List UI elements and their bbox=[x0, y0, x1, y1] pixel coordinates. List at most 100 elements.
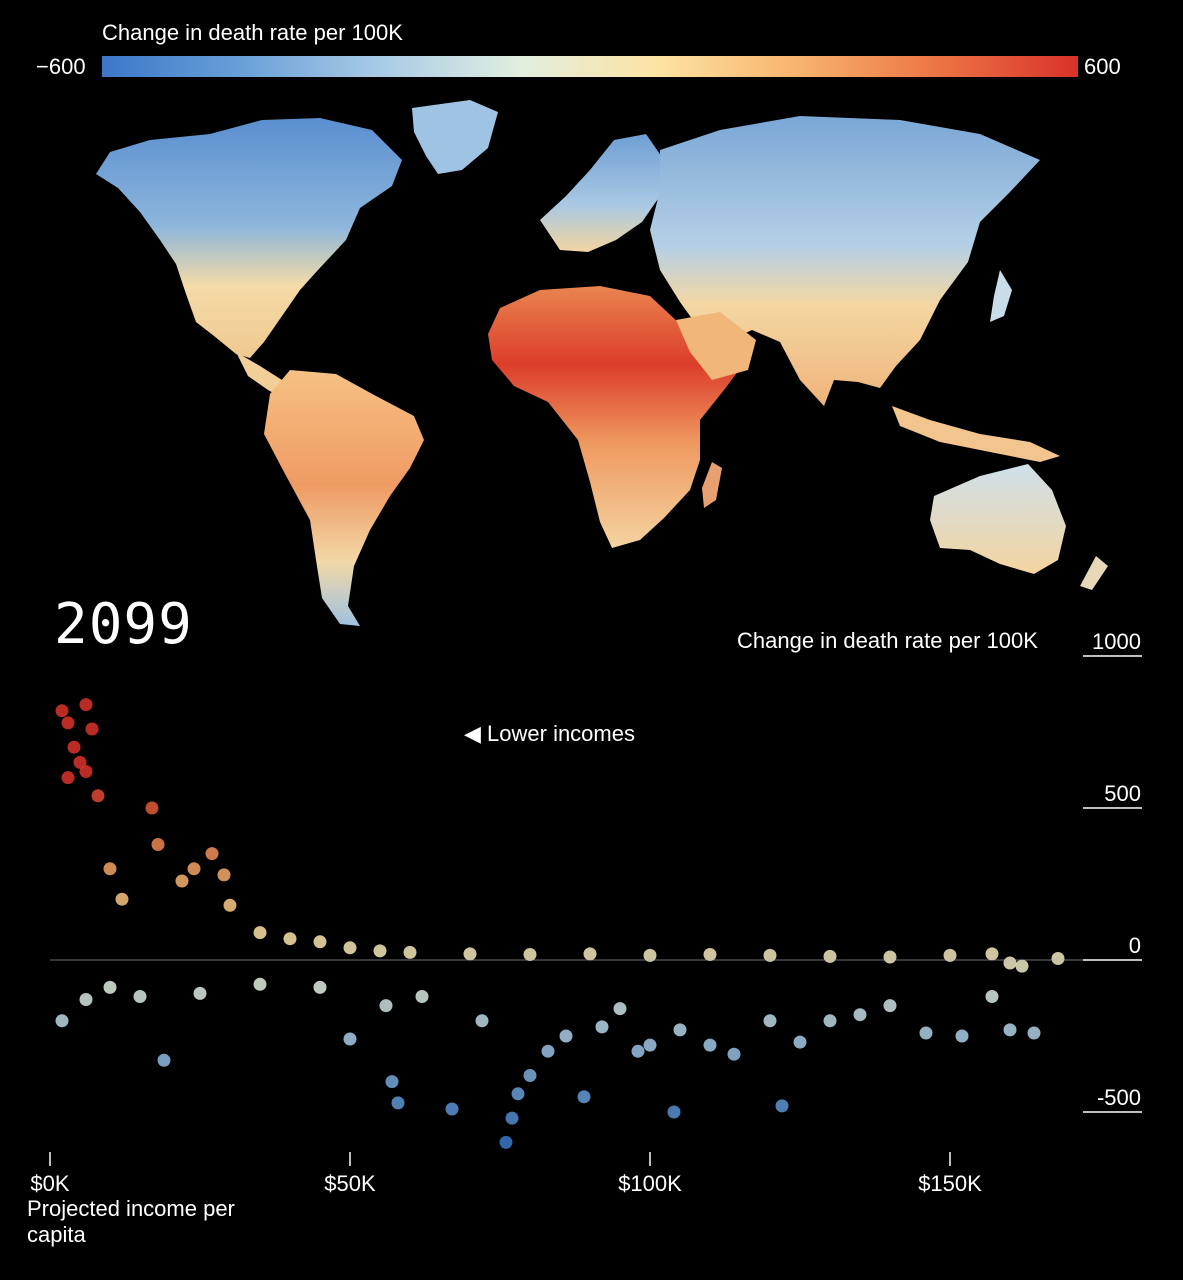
data-point-0-36 bbox=[1051, 952, 1065, 965]
data-point-0-37 bbox=[55, 1014, 69, 1028]
data-point-0-54 bbox=[511, 1087, 525, 1101]
data-point-0-65 bbox=[703, 1038, 717, 1052]
data-point-0-39 bbox=[103, 980, 117, 994]
y-tick-label-1000: 1000 bbox=[1092, 629, 1141, 654]
map-africa bbox=[488, 286, 742, 548]
data-point-0-24 bbox=[463, 947, 477, 961]
y-tick-label-500: 500 bbox=[1104, 781, 1141, 806]
x-tick-label-0: $0K bbox=[30, 1171, 69, 1196]
data-point-0-7 bbox=[79, 765, 93, 778]
year-label: 2099 bbox=[54, 592, 193, 657]
map-greenland bbox=[412, 100, 498, 174]
map-australia bbox=[930, 464, 1066, 574]
data-point-0-33 bbox=[985, 947, 999, 961]
data-point-0-56 bbox=[541, 1044, 555, 1058]
x-tick-label-50000: $50K bbox=[324, 1171, 376, 1196]
data-point-0-4 bbox=[79, 698, 93, 712]
data-point-0-41 bbox=[157, 1053, 171, 1067]
data-point-0-38 bbox=[79, 993, 93, 1006]
data-point-0-23 bbox=[403, 945, 417, 959]
data-point-0-55 bbox=[523, 1069, 537, 1082]
data-point-0-20 bbox=[313, 935, 327, 949]
legend-min-label: −600 bbox=[36, 54, 86, 79]
y-axis-title: Change in death rate per 100K bbox=[737, 628, 1038, 653]
data-point-0-58 bbox=[577, 1090, 591, 1104]
data-point-0-67 bbox=[763, 1014, 777, 1028]
data-point-0-17 bbox=[223, 898, 237, 912]
map-north-america bbox=[96, 118, 402, 358]
data-point-0-26 bbox=[583, 947, 597, 961]
data-point-0-44 bbox=[313, 980, 327, 994]
data-point-0-74 bbox=[955, 1029, 969, 1043]
data-point-0-50 bbox=[445, 1102, 459, 1116]
data-point-0-10 bbox=[115, 892, 129, 906]
data-point-0-64 bbox=[673, 1023, 687, 1037]
data-point-0-29 bbox=[763, 948, 777, 962]
data-point-0-66 bbox=[727, 1047, 741, 1061]
x-tick-label-150000: $150K bbox=[918, 1171, 982, 1196]
x-axis-title: Projected income per capita bbox=[27, 1196, 235, 1247]
map-south-america bbox=[264, 370, 424, 626]
data-point-0-1 bbox=[61, 716, 75, 730]
data-point-0-77 bbox=[1027, 1026, 1041, 1040]
data-point-0-47 bbox=[385, 1075, 399, 1089]
x-tick-label-100000: $100K bbox=[618, 1171, 682, 1196]
y-tick-label-0: 0 bbox=[1129, 933, 1141, 958]
lower-incomes-annotation: ◀ Lower incomes bbox=[464, 721, 635, 746]
data-point-0-60 bbox=[613, 1002, 627, 1016]
data-point-0-30 bbox=[823, 949, 837, 963]
data-point-0-42 bbox=[193, 986, 207, 1000]
data-point-0-46 bbox=[379, 999, 393, 1013]
data-point-0-15 bbox=[205, 847, 219, 861]
data-point-0-70 bbox=[823, 1014, 837, 1028]
map-asia bbox=[650, 116, 1040, 406]
data-point-0-2 bbox=[67, 740, 81, 754]
map-new-zealand bbox=[1080, 556, 1108, 590]
legend-title: Change in death rate per 100K bbox=[102, 20, 403, 45]
data-point-0-19 bbox=[283, 932, 297, 946]
world-map bbox=[96, 100, 1108, 626]
data-point-0-21 bbox=[343, 941, 357, 955]
data-point-0-43 bbox=[253, 977, 267, 991]
data-point-0-49 bbox=[415, 990, 429, 1003]
data-point-0-13 bbox=[175, 874, 189, 888]
data-point-0-72 bbox=[883, 999, 897, 1013]
data-point-0-6 bbox=[61, 771, 75, 785]
data-point-0-34 bbox=[1003, 956, 1017, 970]
data-point-0-31 bbox=[883, 950, 897, 964]
data-point-0-11 bbox=[145, 801, 159, 815]
data-point-0-71 bbox=[853, 1008, 867, 1022]
color-scale-bar bbox=[102, 56, 1078, 77]
map-madagascar bbox=[702, 462, 722, 508]
data-point-0-73 bbox=[919, 1026, 933, 1040]
data-point-0-16 bbox=[217, 868, 231, 882]
map-europe bbox=[540, 134, 664, 252]
data-point-0-75 bbox=[985, 990, 999, 1003]
data-point-0-5 bbox=[85, 722, 99, 736]
data-point-0-35 bbox=[1015, 959, 1029, 973]
data-point-0-52 bbox=[499, 1135, 513, 1149]
data-point-0-62 bbox=[643, 1038, 657, 1052]
data-point-0-68 bbox=[775, 1099, 789, 1113]
map-japan bbox=[990, 270, 1012, 322]
y-tick-label--500: -500 bbox=[1097, 1085, 1141, 1110]
data-point-0-76 bbox=[1003, 1023, 1017, 1037]
data-point-0-28 bbox=[703, 948, 717, 961]
data-point-0-40 bbox=[133, 990, 147, 1003]
data-point-0-45 bbox=[343, 1032, 357, 1046]
data-point-0-14 bbox=[187, 862, 201, 876]
data-point-0-8 bbox=[91, 789, 105, 803]
data-point-0-22 bbox=[373, 944, 387, 958]
data-point-0-61 bbox=[631, 1044, 645, 1058]
data-point-0-69 bbox=[793, 1035, 807, 1049]
map-arabia bbox=[676, 312, 756, 380]
data-point-0-9 bbox=[103, 862, 117, 876]
data-point-0-57 bbox=[559, 1029, 573, 1043]
legend-max-label: 600 bbox=[1084, 54, 1121, 79]
data-point-0-51 bbox=[475, 1014, 489, 1028]
data-point-0-32 bbox=[943, 948, 957, 962]
data-point-0-59 bbox=[595, 1020, 609, 1034]
data-point-0-63 bbox=[667, 1105, 681, 1119]
data-point-0-0 bbox=[55, 704, 69, 718]
